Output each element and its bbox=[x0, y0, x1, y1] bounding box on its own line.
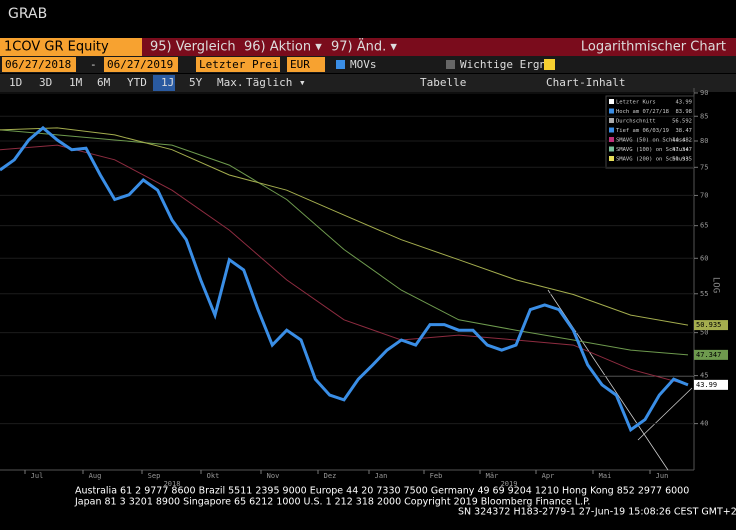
legend-swatch bbox=[609, 108, 614, 114]
last-value-box bbox=[694, 349, 728, 360]
x-tick-label: Okt bbox=[207, 472, 220, 480]
legend-label: Durchschnitt bbox=[616, 119, 656, 125]
legend-swatch bbox=[609, 137, 614, 142]
end-date: 06/27/2019 bbox=[107, 58, 173, 71]
y-tick-label: 85 bbox=[700, 112, 708, 120]
movs-checkbox[interactable] bbox=[336, 60, 345, 69]
x-tick-label: Feb bbox=[430, 472, 443, 480]
legend-label: Hoch am 07/27/18 bbox=[616, 109, 669, 115]
legend-value: 38.47 bbox=[675, 128, 692, 134]
security-field[interactable] bbox=[0, 38, 142, 56]
field: Letzter Prei bbox=[199, 58, 278, 71]
y-axis-label: LOG bbox=[711, 277, 721, 293]
legend-value: 47.347 bbox=[672, 147, 692, 153]
legend-value: 56.592 bbox=[672, 119, 692, 125]
period-button[interactable]: 1J bbox=[161, 76, 174, 89]
period-button[interactable]: 3D bbox=[39, 76, 52, 89]
end-date-field[interactable] bbox=[104, 57, 178, 72]
movs: MOVs bbox=[350, 58, 377, 71]
x-tick-label: Mai bbox=[599, 472, 612, 480]
menu-bar bbox=[0, 38, 736, 56]
y-tick-label: 60 bbox=[700, 254, 708, 262]
legend-value: 50.935 bbox=[672, 157, 692, 163]
legend-label: SMAVG (50) on Schluss bbox=[616, 138, 686, 144]
menu-item[interactable]: 97) Änd. ▾ bbox=[331, 39, 397, 55]
currency: EUR bbox=[290, 58, 310, 71]
x-tick-label: Aug bbox=[89, 472, 102, 480]
legend-value: 83.98 bbox=[675, 109, 692, 115]
events-checkbox[interactable] bbox=[446, 60, 455, 69]
legend-box bbox=[605, 95, 695, 169]
trend-line bbox=[637, 387, 693, 441]
period-button[interactable]: 1M bbox=[69, 76, 83, 89]
footer: Japan 81 3 3201 8900 Singapore 65 6212 1… bbox=[74, 497, 590, 508]
period-active bbox=[153, 75, 175, 91]
chart-mode: Logarithmischer Chart bbox=[581, 40, 726, 55]
menu-item[interactable]: 96) Aktion ▾ bbox=[244, 40, 322, 55]
period-bar bbox=[0, 74, 736, 92]
period-button[interactable]: YTD bbox=[127, 76, 147, 89]
menu-item[interactable]: 95) Vergleich bbox=[150, 40, 236, 55]
y-tick-label: 50 bbox=[700, 329, 708, 337]
events: Wichtige Ergn. bbox=[460, 58, 553, 71]
legend-value: 44.482 bbox=[672, 138, 692, 144]
period-button[interactable]: Max. bbox=[217, 76, 244, 89]
legend-swatch bbox=[609, 99, 614, 104]
x-tick-label: Dez bbox=[324, 472, 337, 480]
security: 1COV GR Equity bbox=[4, 40, 109, 55]
year-label: 2018 bbox=[164, 480, 181, 488]
y-tick-label: 80 bbox=[700, 137, 708, 145]
y-tick-label: 65 bbox=[700, 222, 708, 230]
x-tick-label: Jan bbox=[375, 472, 388, 480]
period-button[interactable]: 5Y bbox=[189, 76, 203, 89]
last-value-label: 50.935 bbox=[696, 321, 721, 329]
y-tick-label: 75 bbox=[700, 163, 708, 171]
legend-swatch bbox=[609, 127, 614, 133]
x-tick-label: Sep bbox=[148, 472, 161, 480]
last-value-label: 47.347 bbox=[696, 351, 721, 359]
frequency[interactable]: Täglich ▾ bbox=[246, 76, 306, 89]
legend-label: Tief am 06/03/19 bbox=[616, 128, 669, 134]
dash: - bbox=[90, 58, 97, 71]
footer: Australia 61 2 9777 8600 Brazil 5511 239… bbox=[75, 486, 689, 497]
x-tick-label: Jun bbox=[656, 472, 669, 480]
legend-swatch bbox=[609, 146, 614, 152]
start-date: 06/27/2018 bbox=[5, 58, 71, 71]
window-title: GRAB bbox=[8, 6, 47, 22]
y-tick-label: 90 bbox=[700, 89, 708, 97]
period-button[interactable]: 1D bbox=[9, 76, 22, 89]
legend-label: SMAVG (200) on Schluss bbox=[616, 157, 689, 163]
last-value-box bbox=[694, 379, 728, 390]
y-tick-label: 45 bbox=[700, 372, 708, 380]
y-tick-label: 55 bbox=[700, 290, 708, 298]
x-tick-label: Mär bbox=[486, 472, 499, 480]
series-line bbox=[0, 129, 689, 356]
period-button[interactable]: 6M bbox=[97, 76, 111, 89]
series-line bbox=[0, 125, 689, 433]
series-line bbox=[0, 127, 689, 326]
legend-swatch bbox=[609, 156, 614, 161]
x-tick-label: Nov bbox=[267, 472, 280, 480]
y-tick-label: 70 bbox=[700, 191, 708, 199]
last-value-box bbox=[694, 320, 728, 331]
x-tick-label: Apr bbox=[542, 472, 555, 480]
start-date-field[interactable] bbox=[2, 57, 76, 72]
series-line bbox=[0, 144, 689, 386]
legend-label: SMAVG (100) on Schluss bbox=[616, 147, 689, 153]
legend-label: Letzter Kurs bbox=[616, 100, 656, 106]
info-icon[interactable] bbox=[544, 59, 555, 70]
field-select[interactable] bbox=[196, 57, 280, 72]
legend-swatch bbox=[609, 118, 614, 123]
chart-content-button[interactable]: Chart-Inhalt bbox=[546, 76, 625, 89]
year-label: 2019 bbox=[501, 480, 518, 488]
x-tick-label: Jul bbox=[31, 472, 44, 480]
y-tick-label: 40 bbox=[700, 420, 708, 428]
legend-value: 43.99 bbox=[675, 100, 692, 106]
footer: SN 324372 H183-2779-1 27-Jun-19 15:08:26… bbox=[458, 507, 736, 518]
table-button[interactable]: Tabelle bbox=[420, 76, 466, 89]
currency-select[interactable] bbox=[287, 57, 325, 72]
last-value-label: 43.99 bbox=[696, 381, 717, 389]
